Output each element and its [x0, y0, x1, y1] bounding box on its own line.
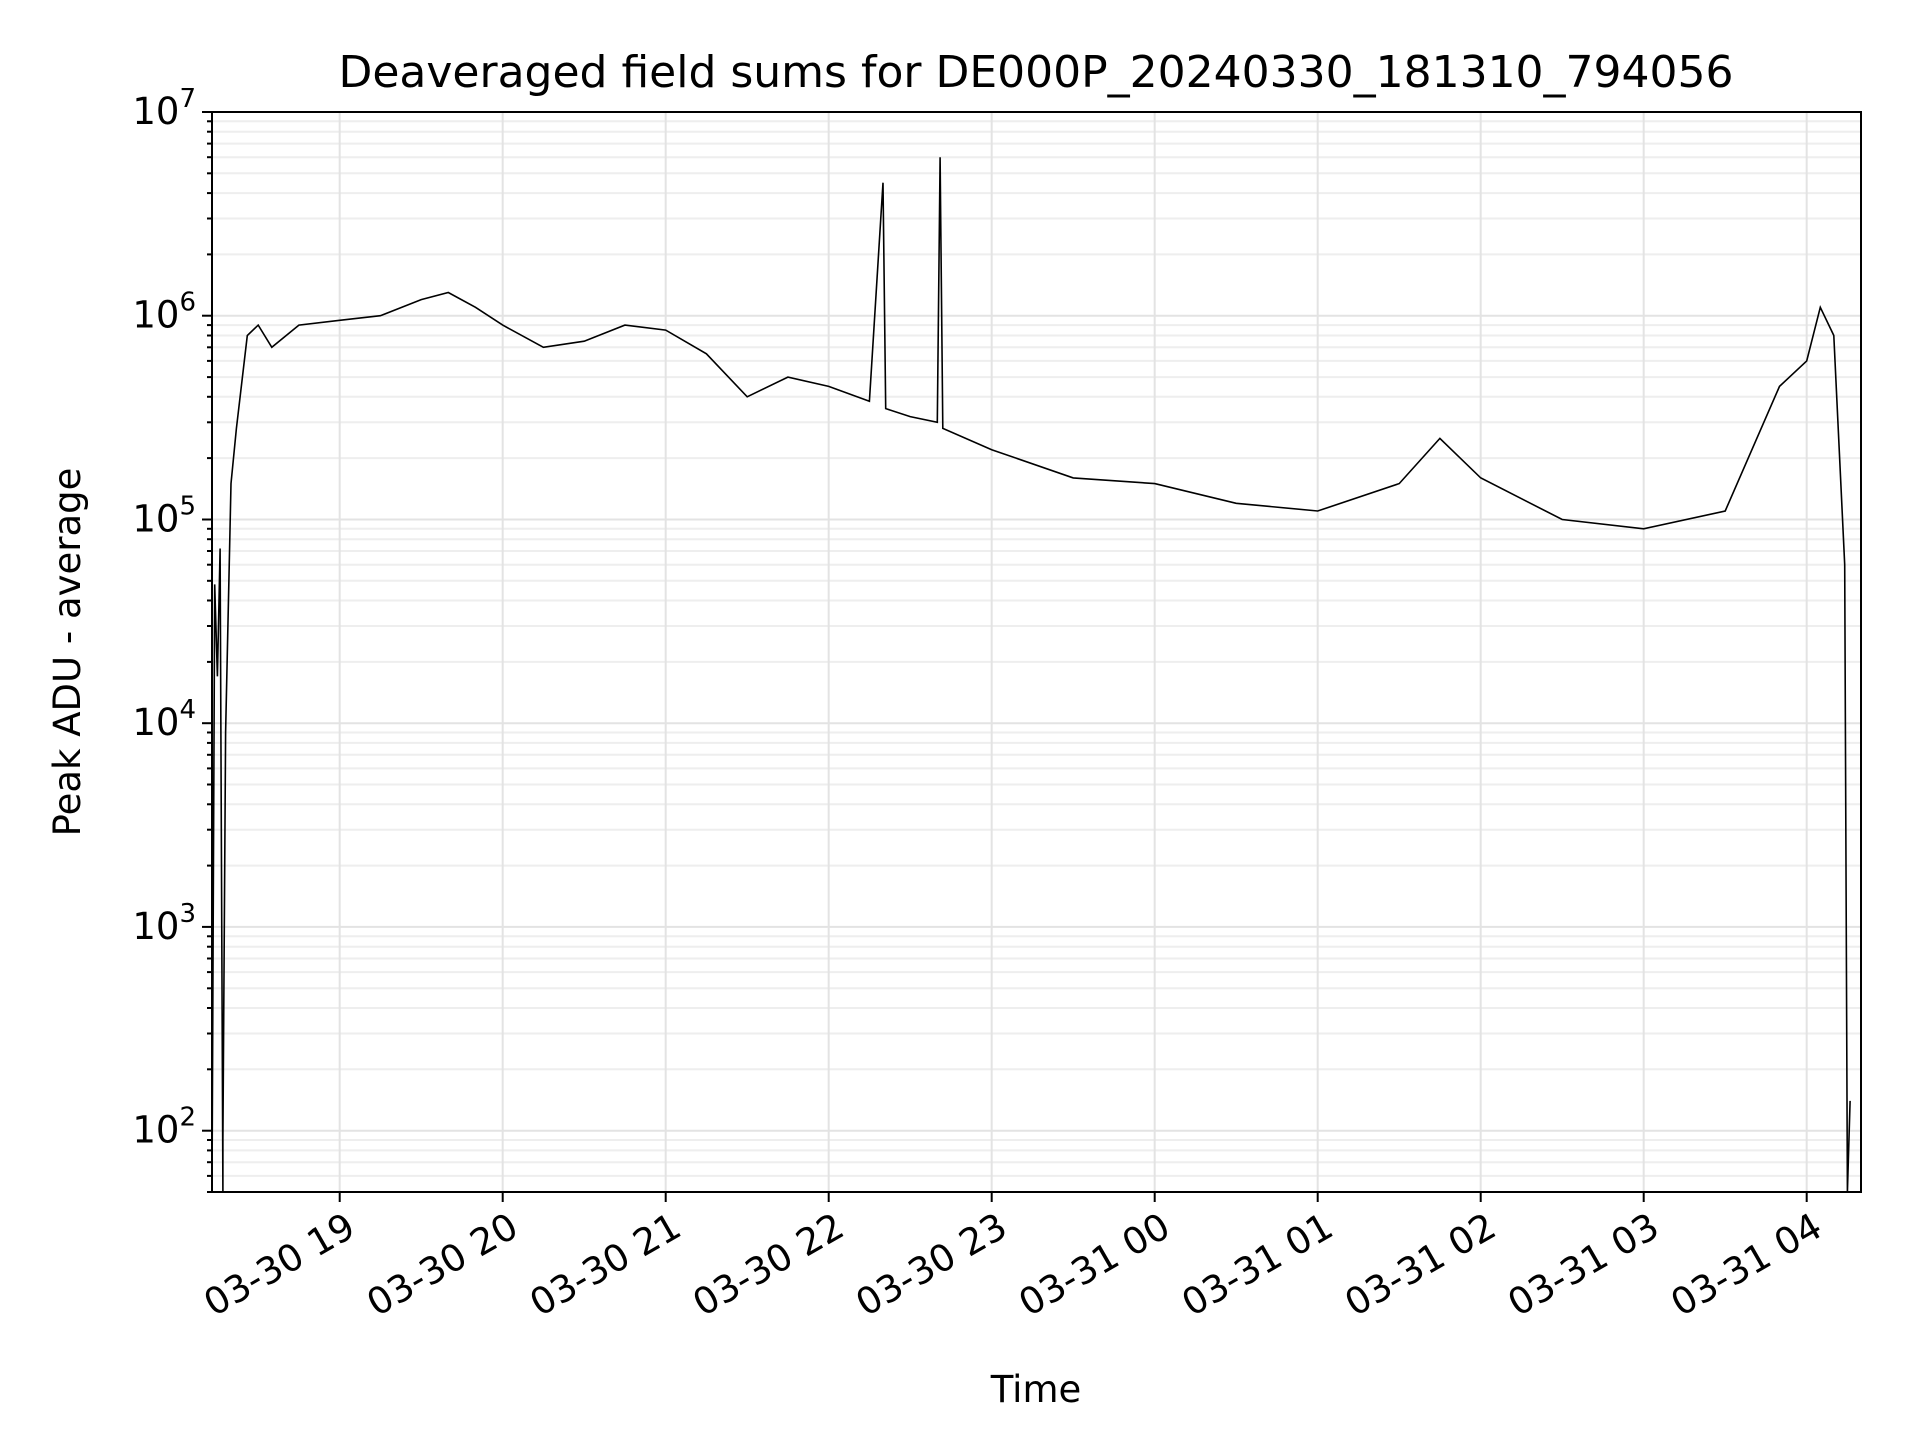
y-axis: 102 103 104 105 106 107 — [132, 84, 212, 1193]
y-tick-label: 107 — [132, 84, 196, 133]
grid — [212, 111, 1861, 1193]
y-tick-label: 103 — [132, 899, 196, 948]
x-axis-label: Time — [990, 1368, 1082, 1411]
y-tick-label: 106 — [132, 288, 196, 337]
series-layer — [212, 157, 1851, 1192]
plot-frame — [211, 111, 1862, 1193]
y-tick-label: 105 — [132, 492, 196, 541]
y-axis-label: Peak ADU - average — [46, 468, 89, 837]
series-line — [212, 157, 1851, 1192]
y-tick-label: 102 — [132, 1103, 196, 1152]
y-tick-label: 104 — [132, 695, 196, 744]
chart-title: Deaveraged field sums for DE000P_2024033… — [338, 47, 1733, 98]
